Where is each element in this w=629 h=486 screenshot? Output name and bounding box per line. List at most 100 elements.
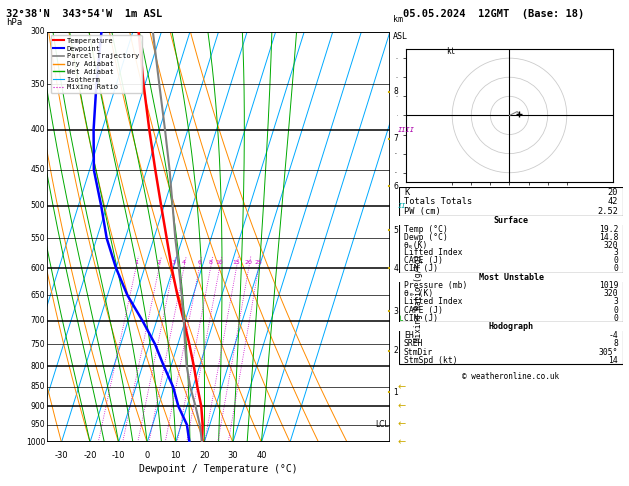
Text: km: km [393,15,403,24]
Text: Totals Totals: Totals Totals [404,197,472,206]
Text: 30: 30 [228,451,238,460]
Text: Lifted Index: Lifted Index [404,248,462,258]
Bar [399,187,623,216]
Text: K: K [404,188,409,196]
Text: 1: 1 [393,388,398,397]
Text: SREH: SREH [404,339,423,348]
Text: 3: 3 [171,260,175,265]
Text: Surface: Surface [494,216,528,226]
Text: 5: 5 [393,226,398,235]
Bar [399,216,623,273]
Text: 15: 15 [233,260,240,265]
Text: 750: 750 [31,340,45,348]
Text: 32°38'N  343°54'W  1m ASL: 32°38'N 343°54'W 1m ASL [6,9,162,19]
Text: 1: 1 [134,260,138,265]
Text: 320: 320 [604,241,618,249]
Text: Hodograph: Hodograph [489,322,533,331]
Text: 0: 0 [145,451,150,460]
Text: CAPE (J): CAPE (J) [404,306,443,314]
Text: 300: 300 [31,27,45,36]
Text: 0: 0 [613,264,618,273]
Text: 25: 25 [255,260,262,265]
Text: 40: 40 [256,451,267,460]
Text: IIII: IIII [398,127,415,133]
Text: CIN (J): CIN (J) [404,314,438,323]
Bar [399,273,623,322]
Text: 2: 2 [157,260,161,265]
Text: -20: -20 [83,451,97,460]
Legend: Temperature, Dewpoint, Parcel Trajectory, Dry Adiabat, Wet Adiabat, Isotherm, Mi: Temperature, Dewpoint, Parcel Trajectory… [51,35,142,93]
Text: ←: ← [398,382,406,392]
Text: hPa: hPa [6,17,23,27]
Text: 3: 3 [393,307,398,316]
Text: 20: 20 [199,451,209,460]
Text: ←: ← [398,420,406,430]
Text: II: II [398,203,406,209]
Text: 05.05.2024  12GMT  (Base: 18): 05.05.2024 12GMT (Base: 18) [403,9,584,19]
Text: 500: 500 [31,201,45,210]
Text: StmSpd (kt): StmSpd (kt) [404,356,457,365]
Text: -30: -30 [55,451,69,460]
Text: Dewp (°C): Dewp (°C) [404,233,448,242]
Text: 4: 4 [182,260,186,265]
Text: LCL: LCL [376,420,389,429]
Text: 450: 450 [31,165,45,174]
Text: 3: 3 [613,297,618,307]
Text: 700: 700 [31,316,45,325]
Text: Dewpoint / Temperature (°C): Dewpoint / Temperature (°C) [139,464,298,474]
Text: 1019: 1019 [599,281,618,290]
Text: 350: 350 [31,80,45,88]
Text: PW (cm): PW (cm) [404,207,441,216]
Text: ←: ← [398,401,406,411]
Text: 19.2: 19.2 [599,225,618,234]
Text: © weatheronline.co.uk: © weatheronline.co.uk [462,372,560,381]
Text: 3: 3 [613,248,618,258]
Text: EH: EH [404,331,414,340]
Text: 850: 850 [31,382,45,391]
Text: 800: 800 [31,362,45,371]
Text: Lifted Index: Lifted Index [404,297,462,307]
Text: Temp (°C): Temp (°C) [404,225,448,234]
Text: 650: 650 [31,291,45,300]
Text: -10: -10 [112,451,125,460]
Text: └: └ [398,316,403,325]
Text: 14.8: 14.8 [599,233,618,242]
Text: 1000: 1000 [26,438,45,447]
Text: 8: 8 [209,260,213,265]
Text: kt: kt [447,47,456,56]
Text: Mixing Ratio (g/kg): Mixing Ratio (g/kg) [414,255,423,343]
Text: 320: 320 [604,289,618,298]
Text: θₑ (K): θₑ (K) [404,289,433,298]
Text: 305°: 305° [599,347,618,357]
Text: Most Unstable: Most Unstable [479,273,543,281]
Text: 950: 950 [31,420,45,429]
Text: Pressure (mb): Pressure (mb) [404,281,467,290]
Bar [399,273,623,281]
Bar [399,322,623,364]
Text: 20: 20 [608,188,618,196]
Text: ASL: ASL [393,32,408,41]
Text: θₑ(K): θₑ(K) [404,241,428,249]
Text: -4: -4 [608,331,618,340]
Text: ←: ← [398,437,406,447]
Text: 20: 20 [245,260,253,265]
Text: 10: 10 [216,260,223,265]
Text: 42: 42 [608,197,618,206]
Text: 8: 8 [613,339,618,348]
Text: 14: 14 [608,356,618,365]
Bar [399,216,623,226]
Text: 0: 0 [613,314,618,323]
Text: 0: 0 [613,256,618,265]
Text: 4: 4 [393,263,398,273]
Text: 600: 600 [31,263,45,273]
Text: 6: 6 [393,182,398,191]
Bar [399,322,623,331]
Text: 2.52: 2.52 [598,207,618,216]
Text: StmDir: StmDir [404,347,433,357]
Text: 400: 400 [31,125,45,134]
Text: 900: 900 [31,402,45,411]
Text: 550: 550 [31,234,45,243]
Text: 6: 6 [198,260,201,265]
Text: 10: 10 [170,451,181,460]
Text: CIN (J): CIN (J) [404,264,438,273]
